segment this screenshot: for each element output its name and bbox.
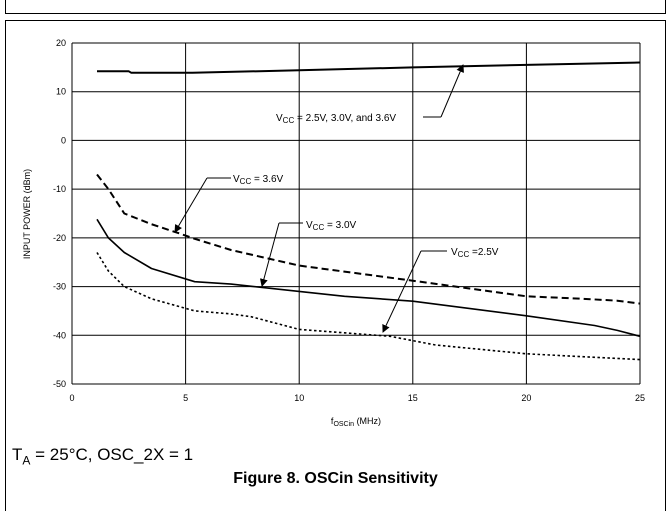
y-tick-label: 20 (56, 38, 66, 48)
x-tick-label: 15 (408, 393, 418, 403)
conditions-text: = 25°C, OSC_2X = 1 (30, 445, 194, 464)
y-axis-label: INPUT POWER (dBm) (22, 169, 32, 259)
y-tick-label: -30 (53, 282, 66, 292)
tick-labels: 0 5 10 15 20 25 -50 -40 -30 -20 -10 0 10 20 (53, 38, 645, 403)
y-tick-label: -10 (53, 184, 66, 194)
annotation-label: VCC =2.5V (451, 247, 499, 259)
x-tick-label: 20 (521, 393, 531, 403)
y-tick-label: 10 (56, 87, 66, 97)
conditions-subscript: A (22, 453, 31, 468)
annotation-arrow (174, 177, 208, 233)
x-tick-label: 5 (183, 393, 188, 403)
series-annotation: VCC = 3.0V (259, 220, 357, 287)
series-annotation: VCC =2.5V (382, 247, 499, 333)
series-line-1 (97, 61, 641, 74)
series-layer (96, 61, 641, 361)
previous-figure-frame (5, 0, 666, 14)
series-line-3 (96, 218, 641, 338)
series-annotation: VCC = 2.5V, 3.0V, and 3.6V (276, 64, 464, 125)
series-line-2 (96, 173, 641, 305)
y-tick-label: -50 (53, 379, 66, 389)
x-tick-label: 0 (69, 393, 74, 403)
x-axis-label-sub: OSCin (333, 421, 354, 428)
annotation-arrow (259, 222, 280, 287)
figure-caption: Figure 8. OSCin Sensitivity (233, 470, 438, 487)
chart: 0 5 10 15 20 25 -50 -40 -30 -20 -10 0 10 20 VCC = 2.5… (22, 38, 645, 428)
x-axis-label: fOSCin (MHz) (331, 416, 381, 428)
y-tick-label: -40 (53, 330, 66, 340)
conditions-symbol: T (12, 445, 23, 464)
annotation-label: VCC = 2.5V, 3.0V, and 3.6V (276, 113, 396, 125)
annotation-arrow (440, 64, 464, 118)
x-axis-label-tail: (MHz) (354, 416, 381, 426)
y-tick-label: 0 (61, 135, 66, 145)
x-tick-label: 10 (294, 393, 304, 403)
annotation-label: VCC = 3.0V (306, 220, 357, 232)
series-annotation: VCC = 3.6V (174, 174, 284, 233)
x-axis-label-main: f (331, 416, 334, 426)
y-tick-label: -20 (53, 233, 66, 243)
annotation-arrow (382, 250, 422, 333)
figure-frame (5, 20, 666, 511)
series-line-4 (96, 252, 641, 361)
x-tick-label: 25 (635, 393, 645, 403)
annotation-label: VCC = 3.6V (233, 174, 284, 186)
annotations: VCC = 2.5V, 3.0V, and 3.6V VCC = 3.6V VCC … (174, 64, 499, 333)
test-conditions: TA = 25°C, OSC_2X = 1 (12, 445, 193, 467)
grid (71, 42, 641, 385)
